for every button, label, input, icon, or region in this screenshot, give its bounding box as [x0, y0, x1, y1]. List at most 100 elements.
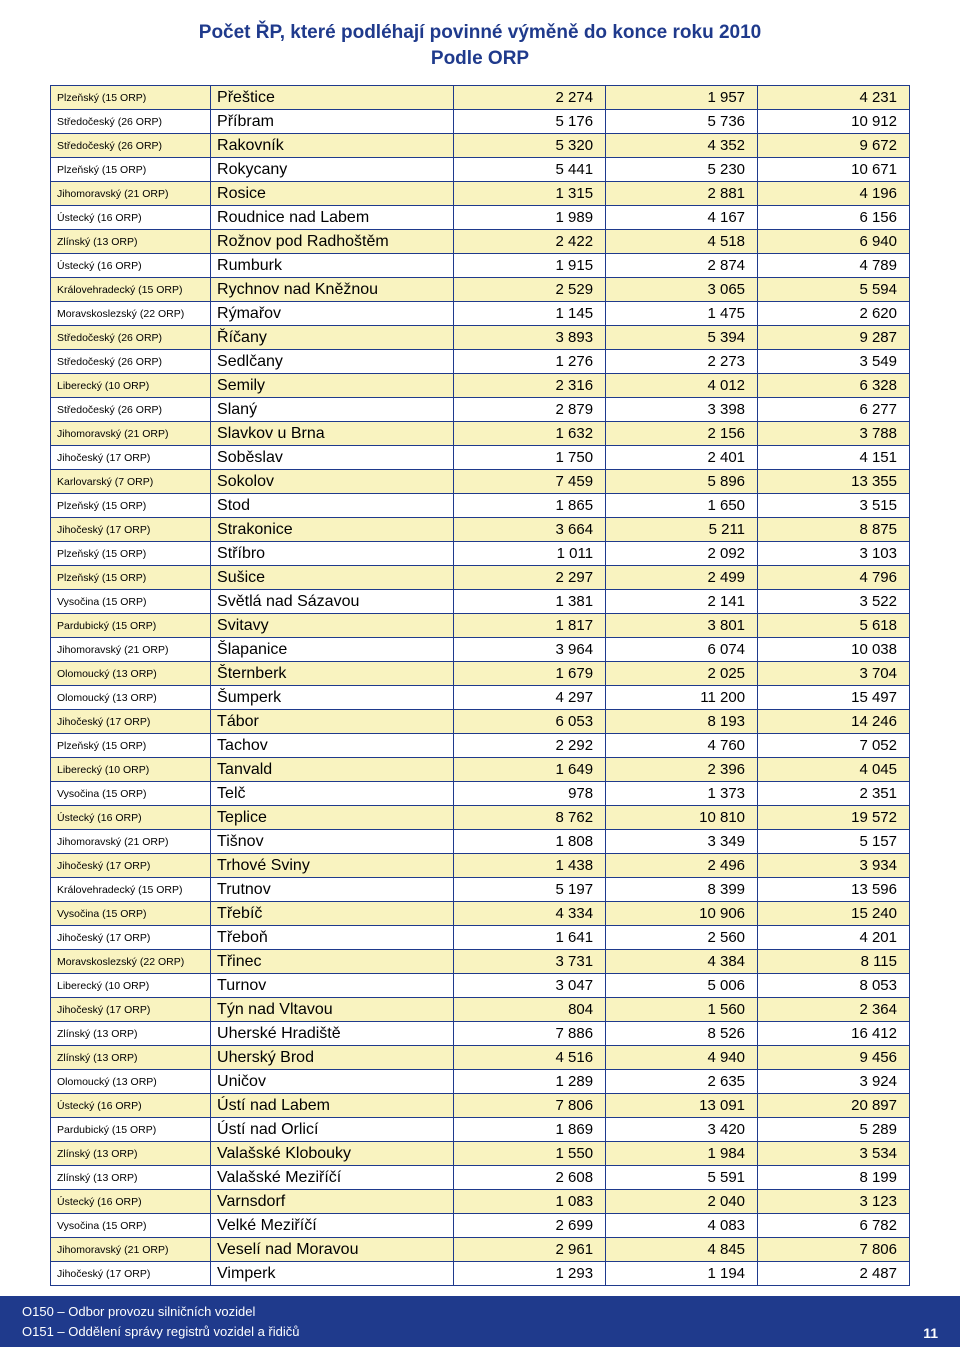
cell-n2: 4 384 — [606, 950, 758, 974]
cell-region: Zlínský (13 ORP) — [51, 1046, 211, 1070]
cell-n3: 3 534 — [758, 1142, 910, 1166]
cell-n3: 6 156 — [758, 206, 910, 230]
cell-n1: 2 297 — [454, 566, 606, 590]
cell-region: Olomoucký (13 ORP) — [51, 1070, 211, 1094]
table-row: Středočeský (26 ORP)Příbram5 1765 73610 … — [51, 110, 910, 134]
cell-region: Jihočeský (17 ORP) — [51, 1262, 211, 1286]
cell-n1: 7 886 — [454, 1022, 606, 1046]
cell-n3: 9 672 — [758, 134, 910, 158]
cell-region: Středočeský (26 ORP) — [51, 398, 211, 422]
cell-n1: 3 047 — [454, 974, 606, 998]
cell-n1: 3 893 — [454, 326, 606, 350]
cell-region: Pardubický (15 ORP) — [51, 1118, 211, 1142]
cell-n1: 2 316 — [454, 374, 606, 398]
table-row: Ústecký (16 ORP)Roudnice nad Labem1 9894… — [51, 206, 910, 230]
cell-region: Jihočeský (17 ORP) — [51, 518, 211, 542]
table-row: Olomoucký (13 ORP)Šumperk4 29711 20015 4… — [51, 686, 910, 710]
cell-city: Rumburk — [211, 254, 454, 278]
cell-n3: 19 572 — [758, 806, 910, 830]
cell-n3: 8 115 — [758, 950, 910, 974]
cell-region: Olomoucký (13 ORP) — [51, 686, 211, 710]
cell-n2: 1 957 — [606, 86, 758, 110]
table-row: Jihočeský (17 ORP)Třeboň1 6412 5604 201 — [51, 926, 910, 950]
cell-n2: 2 496 — [606, 854, 758, 878]
cell-region: Vysočina (15 ORP) — [51, 782, 211, 806]
table-row: Ústecký (16 ORP)Teplice8 76210 81019 572 — [51, 806, 910, 830]
cell-n2: 2 092 — [606, 542, 758, 566]
cell-n2: 3 349 — [606, 830, 758, 854]
cell-region: Karlovarský (7 ORP) — [51, 470, 211, 494]
table-row: Liberecký (10 ORP)Tanvald1 6492 3964 045 — [51, 758, 910, 782]
cell-region: Moravskoslezský (22 ORP) — [51, 302, 211, 326]
cell-region: Jihočeský (17 ORP) — [51, 446, 211, 470]
cell-region: Jihomoravský (21 ORP) — [51, 830, 211, 854]
cell-region: Ústecký (16 ORP) — [51, 1094, 211, 1118]
cell-city: Příbram — [211, 110, 454, 134]
cell-n2: 4 083 — [606, 1214, 758, 1238]
cell-n2: 2 874 — [606, 254, 758, 278]
cell-n3: 4 796 — [758, 566, 910, 590]
table-row: Moravskoslezský (22 ORP)Rýmařov1 1451 47… — [51, 302, 910, 326]
table-row: Středočeský (26 ORP)Rakovník5 3204 3529 … — [51, 134, 910, 158]
cell-region: Liberecký (10 ORP) — [51, 758, 211, 782]
cell-city: Uničov — [211, 1070, 454, 1094]
cell-n3: 10 671 — [758, 158, 910, 182]
cell-city: Varnsdorf — [211, 1190, 454, 1214]
cell-n3: 3 788 — [758, 422, 910, 446]
cell-n1: 1 915 — [454, 254, 606, 278]
cell-n3: 8 199 — [758, 1166, 910, 1190]
cell-city: Vimperk — [211, 1262, 454, 1286]
cell-n2: 4 352 — [606, 134, 758, 158]
cell-city: Slavkov u Brna — [211, 422, 454, 446]
cell-n2: 2 499 — [606, 566, 758, 590]
cell-city: Rokycany — [211, 158, 454, 182]
cell-n1: 1 550 — [454, 1142, 606, 1166]
cell-n3: 5 157 — [758, 830, 910, 854]
cell-n1: 2 879 — [454, 398, 606, 422]
table-row: Plzeňský (15 ORP)Přeštice2 2741 9574 231 — [51, 86, 910, 110]
table-row: Vysočina (15 ORP)Světlá nad Sázavou1 381… — [51, 590, 910, 614]
cell-n3: 4 789 — [758, 254, 910, 278]
footer-line2: O151 – Oddělení správy registrů vozidel … — [22, 1322, 299, 1342]
table-row: Středočeský (26 ORP)Sedlčany1 2762 2733 … — [51, 350, 910, 374]
cell-city: Stříbro — [211, 542, 454, 566]
cell-n1: 5 320 — [454, 134, 606, 158]
cell-n2: 4 518 — [606, 230, 758, 254]
page-number: 11 — [923, 1325, 938, 1341]
document-page: Počet ŘP, které podléhají povinné výměně… — [0, 0, 960, 1296]
cell-n3: 15 240 — [758, 902, 910, 926]
table-row: Zlínský (13 ORP)Valašské Klobouky1 5501 … — [51, 1142, 910, 1166]
table-row: Vysočina (15 ORP)Třebíč4 33410 90615 240 — [51, 902, 910, 926]
table-row: Středočeský (26 ORP)Slaný2 8793 3986 277 — [51, 398, 910, 422]
cell-n3: 8 053 — [758, 974, 910, 998]
table-row: Ústecký (16 ORP)Rumburk1 9152 8744 789 — [51, 254, 910, 278]
cell-n3: 9 287 — [758, 326, 910, 350]
cell-city: Sokolov — [211, 470, 454, 494]
table-row: Liberecký (10 ORP)Semily2 3164 0126 328 — [51, 374, 910, 398]
cell-n3: 14 246 — [758, 710, 910, 734]
cell-n1: 1 808 — [454, 830, 606, 854]
cell-n2: 4 940 — [606, 1046, 758, 1070]
cell-region: Pardubický (15 ORP) — [51, 614, 211, 638]
table-row: Jihomoravský (21 ORP)Rosice1 3152 8814 1… — [51, 182, 910, 206]
cell-n1: 1 293 — [454, 1262, 606, 1286]
cell-n2: 2 635 — [606, 1070, 758, 1094]
cell-n3: 10 912 — [758, 110, 910, 134]
cell-n2: 5 230 — [606, 158, 758, 182]
cell-city: Telč — [211, 782, 454, 806]
cell-n1: 1 989 — [454, 206, 606, 230]
table-row: Jihočeský (17 ORP)Trhové Sviny1 4382 496… — [51, 854, 910, 878]
cell-n1: 8 762 — [454, 806, 606, 830]
cell-n3: 3 522 — [758, 590, 910, 614]
cell-n1: 3 731 — [454, 950, 606, 974]
cell-n3: 6 277 — [758, 398, 910, 422]
cell-city: Turnov — [211, 974, 454, 998]
table-row: Jihomoravský (21 ORP)Slavkov u Brna1 632… — [51, 422, 910, 446]
page-title: Počet ŘP, které podléhají povinné výměně… — [50, 20, 910, 71]
cell-n2: 10 906 — [606, 902, 758, 926]
cell-city: Rakovník — [211, 134, 454, 158]
cell-city: Třebíč — [211, 902, 454, 926]
cell-n3: 5 618 — [758, 614, 910, 638]
cell-city: Trhové Sviny — [211, 854, 454, 878]
cell-n2: 3 065 — [606, 278, 758, 302]
